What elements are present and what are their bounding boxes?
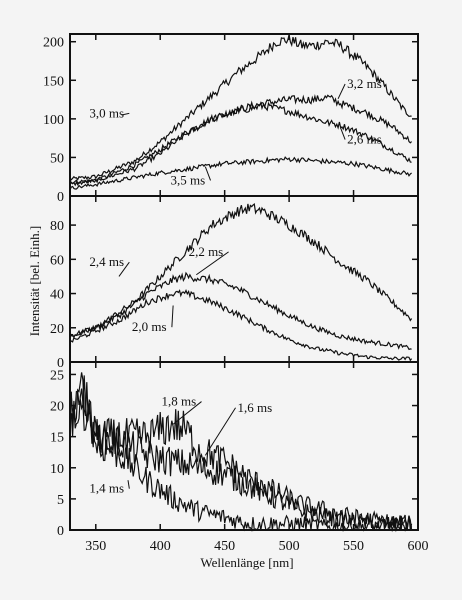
y-tick-label: 10 <box>50 462 64 477</box>
panel-3: 0 5 10 15 20 25 1,8 ms 1,6 ms 1,4 ms <box>50 361 419 539</box>
annotation-leader <box>337 83 346 100</box>
series-line-3-0-ms <box>69 34 412 181</box>
x-tick-label: 600 <box>408 539 429 554</box>
y-tick-label: 40 <box>50 288 64 303</box>
annotation-leader <box>118 261 130 277</box>
y-tick-label: 0 <box>57 524 64 539</box>
annotation-label: 3,5 ms <box>171 172 206 187</box>
y-tick-label: 80 <box>50 219 64 234</box>
annotation-leader <box>204 166 212 181</box>
series-line-3-5-ms <box>69 156 412 190</box>
y-tick-label: 200 <box>43 36 64 51</box>
annotation-label: 2,4 ms <box>89 254 124 269</box>
panel-2: 0 20 40 60 80 2,4 ms 2,2 ms 2,0 ms <box>50 195 419 371</box>
annotation-leader <box>204 407 236 456</box>
x-tick-label: 550 <box>343 539 364 554</box>
annotation-label: 3,0 ms <box>89 105 124 120</box>
x-tick-label: 450 <box>214 539 235 554</box>
y-tick-label: 20 <box>50 322 64 337</box>
y-tick-label: 150 <box>43 74 64 89</box>
y-tick-label: 15 <box>50 431 64 446</box>
annotation-leader <box>172 401 202 425</box>
annotation-label: 3,2 ms <box>347 76 382 91</box>
annotation-leader <box>127 480 130 489</box>
annotation-label: 1,4 ms <box>89 481 124 496</box>
series-line-2-4-ms <box>69 203 413 339</box>
y-tick-label: 5 <box>57 493 64 508</box>
x-axis-title: Wellenlänge [nm] <box>200 555 293 570</box>
annotation-label: 2,6 ms <box>347 132 382 147</box>
x-tick-label: 400 <box>150 539 171 554</box>
annotation-leader <box>121 112 130 116</box>
annotation-label: 2,2 ms <box>189 244 224 259</box>
panel-1: 0 50 100 150 200 3,0 ms 3,2 ms 2,6 ms 3,5 ms <box>43 33 419 205</box>
y-tick-label: 60 <box>50 253 64 268</box>
annotation-label: 1,6 ms <box>238 400 273 415</box>
y-tick-label: 0 <box>57 356 64 371</box>
y-tick-label: 50 <box>50 151 64 166</box>
series-line-2-2-ms <box>69 271 412 351</box>
series-line-1-8-ms <box>69 375 413 531</box>
y-axis-title: Intensität [bel. Einh.] <box>27 226 42 336</box>
annotation-label: 1,8 ms <box>162 394 197 409</box>
x-tick-label: 350 <box>85 539 106 554</box>
y-tick-label: 25 <box>50 368 64 383</box>
x-axis: 350 400 450 500 550 600 <box>85 539 428 554</box>
annotation-leader <box>340 127 346 140</box>
annotation-leader <box>196 251 229 276</box>
y-tick-label: 100 <box>43 113 64 128</box>
annotation-leader <box>171 305 174 328</box>
series-line-2-0-ms <box>69 289 413 362</box>
y-tick-label: 20 <box>50 400 64 415</box>
annotation-label: 2,0 ms <box>132 319 167 334</box>
series-line-2-6-ms <box>69 101 412 187</box>
y-tick-label: 0 <box>57 190 64 205</box>
x-tick-label: 500 <box>279 539 300 554</box>
